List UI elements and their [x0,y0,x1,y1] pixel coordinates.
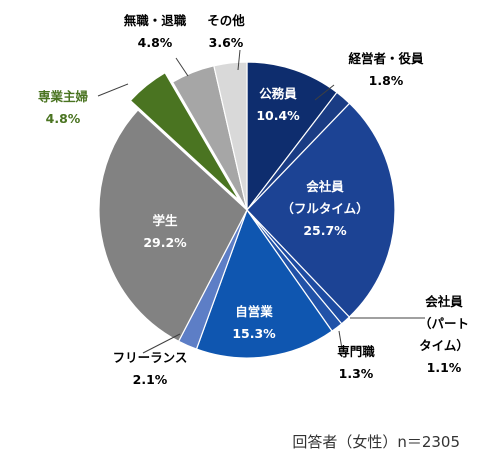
slice-name-label: その他 [207,13,245,28]
slice-name-label: フリーランス [113,350,188,365]
pie-slice [213,61,248,211]
slice-label: 公務員 10.4% [256,86,300,123]
slice-name-label: 専門職 [337,344,375,359]
slice-name-label: （フルタイム） [281,201,368,216]
slice-label: 専業主婦 4.8% [38,89,89,126]
slice-value-label: 3.6% [209,35,244,50]
slice-label: 自営業 15.3% [232,304,276,341]
slice-label: 経営者・役員 1.8% [348,51,424,88]
slice-name-label: 無職・退職 [124,13,187,28]
slice-label: その他 3.6% [207,13,245,50]
slice-label: 学生 29.2% [143,213,187,250]
leader-line [97,83,129,97]
pie-slice [98,109,248,343]
leader-line [237,49,241,71]
slice-name-label: （パート [419,316,469,331]
leader-line [142,333,181,354]
slice-label: 会社員 （フルタイム） 25.7% [281,179,368,238]
slice-labels: 公務員 10.4% 経営者・役員 1.8% 会社員 （フルタイム） 25.7% 会社員 （パート… [38,13,469,387]
respondents-note: 回答者（女性）n＝2305 [292,433,460,451]
slice-value-label: 4.8% [46,111,81,126]
pie-slices [98,61,396,359]
slice-value-label: 1.1% [427,360,462,375]
pie-slice [129,71,240,202]
slice-label: 会社員 （パートタイム） 1.1% [419,294,469,375]
pie-slice [246,61,338,212]
slice-value-label: 4.8% [138,35,173,50]
slice-value-label: 2.1% [133,372,168,387]
slice-name-label: 公務員 [259,86,297,101]
leader-line [314,84,335,101]
slice-name-label: 会社員 [425,294,463,309]
leader-line [175,57,189,77]
slice-label: 無職・退職 4.8% [124,13,187,50]
slice-name-label: タイム） [419,338,469,353]
slice-label: フリーランス 2.1% [113,350,188,387]
slice-value-label: 25.7% [303,223,347,238]
slice-value-label: 1.8% [369,73,404,88]
pie-slice [246,102,396,318]
slice-name-label: 学生 [152,213,178,228]
pie-slice [195,208,333,359]
slice-label: 専門職 1.3% [337,344,375,381]
leader-line [338,330,343,350]
leader-lines [97,49,425,354]
slice-name-label: 会社員 [306,179,344,194]
slice-value-label: 1.3% [339,366,374,381]
slice-name-label: 経営者・役員 [348,51,424,66]
slice-name-label: 自営業 [235,304,273,319]
slice-value-label: 15.3% [232,326,276,341]
slice-name-label: 専業主婦 [38,89,89,104]
slice-value-label: 29.2% [143,235,187,250]
slice-value-label: 10.4% [256,108,300,123]
